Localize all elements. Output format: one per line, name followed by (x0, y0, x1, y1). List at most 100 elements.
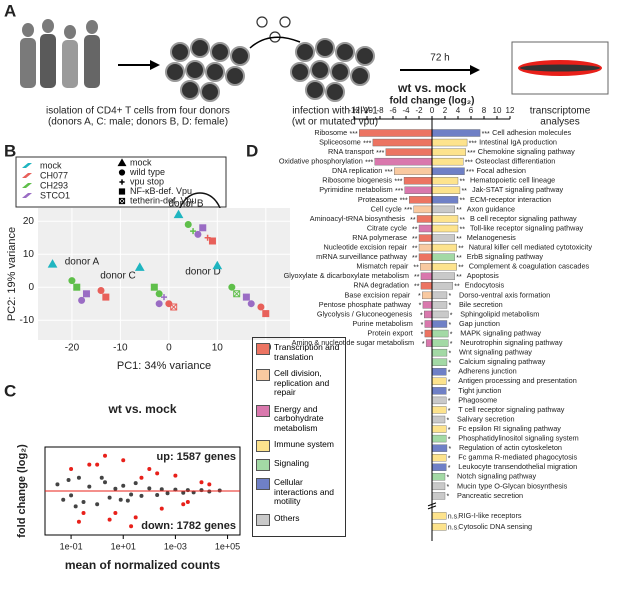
annotation: up: 1587 genes (157, 451, 236, 463)
bar (431, 148, 466, 156)
x-tick-label: -8 (376, 106, 384, 115)
category-label: Dorso-ventral axis formation (459, 290, 550, 299)
legend-marker (118, 197, 126, 205)
significance: * (447, 484, 450, 491)
panel-label: C (4, 381, 16, 400)
significance: * (448, 303, 451, 310)
legend-item: Transcription and translation (256, 342, 342, 362)
category-label: Mismatch repair (356, 262, 408, 271)
bar (431, 377, 447, 385)
point (159, 487, 164, 492)
point (139, 493, 144, 498)
legend-marker (118, 169, 126, 176)
category-label: Intestinal IgA production (479, 137, 557, 146)
category-label: Citrate cycle (367, 223, 407, 232)
category-label: RNA degradation (353, 281, 409, 290)
legend-swatch (22, 183, 32, 188)
bar (394, 167, 433, 175)
x-axis-label: mean of normalized counts (65, 558, 221, 572)
category-label: Oxidative phosphorylation (279, 157, 363, 166)
significance: * (448, 350, 451, 357)
y-tick-label: -10 (20, 315, 35, 326)
legend-item: Others (256, 513, 342, 526)
bar (431, 167, 465, 175)
bar (431, 301, 448, 309)
donor-label: donor D (185, 267, 221, 278)
significance: *** (395, 188, 403, 195)
category-label: T cell receptor signaling pathway (458, 405, 564, 414)
bar (431, 329, 449, 338)
point (199, 480, 204, 485)
significance: * (420, 312, 423, 319)
point (66, 478, 71, 482)
panel-b-legend-box (15, 156, 227, 208)
point (87, 462, 92, 467)
x-tick-label: 4 (456, 106, 461, 115)
significance: ** (412, 245, 418, 252)
bar (418, 234, 433, 242)
category-label: RNA transport (328, 147, 374, 156)
bar (424, 329, 433, 338)
x-tick-label: -2 (415, 106, 423, 115)
significance: * (448, 293, 451, 300)
category-label: Jak-STAT signaling pathway (472, 185, 564, 194)
bar (431, 253, 455, 261)
donor-label: donor B (168, 199, 203, 210)
bar (431, 272, 455, 280)
point (155, 300, 163, 308)
category-label: Proteasome (358, 195, 397, 204)
bar (431, 523, 447, 531)
category-label: Gap junction (459, 319, 500, 328)
point (262, 310, 270, 318)
significance: * (448, 398, 451, 405)
donor-label: donor C (100, 271, 136, 282)
legend-item: Energy and carbohydrate metabolism (256, 404, 342, 434)
bar (431, 444, 448, 452)
legend-label: mock (40, 160, 62, 170)
x-tick-label: 1e-03 (164, 541, 187, 551)
legend-swatch (256, 459, 270, 471)
category-label: ErbB signaling pathway (467, 252, 544, 261)
point (233, 290, 241, 298)
significance: * (448, 446, 451, 453)
point (247, 300, 255, 308)
point (125, 498, 130, 503)
category-label: Fc gamma R-mediated phagocytosis (458, 453, 577, 462)
bar (431, 234, 455, 242)
legend-item: Cellular interactions and motility (256, 477, 342, 507)
point (170, 303, 178, 311)
significance: * (448, 465, 451, 472)
significance: ** (412, 236, 418, 243)
point (129, 492, 134, 497)
category-label: Glyoxylate & dicarboxylate metabolism (284, 271, 409, 280)
x-tick-label: -10 (361, 106, 373, 115)
point (133, 481, 138, 486)
point (129, 524, 134, 529)
x-tick-label: 1e-01 (60, 541, 83, 551)
point (147, 486, 152, 491)
significance: * (421, 322, 424, 329)
significance: *** (385, 169, 393, 176)
bar (372, 138, 433, 147)
y-axis-label: PC2: 19% variance (6, 227, 18, 321)
point (113, 511, 118, 515)
category-label: Sphingolipid metabolism (460, 309, 539, 318)
category-label: Complement & coagulation cascades (469, 262, 590, 271)
category-label: Nucleotide excision repair (323, 243, 407, 252)
point (73, 504, 78, 509)
category-label: RNA polymerase (352, 233, 407, 242)
significance: ** (412, 255, 418, 262)
significance: * (448, 370, 451, 377)
category-label: Phagosome (458, 395, 497, 404)
point (118, 497, 123, 502)
category-label: Purine metabolism (352, 319, 412, 328)
significance: *** (350, 131, 358, 138)
step-text: (wt or mutated vpu) (292, 117, 378, 128)
category-label: RIG-I-like receptors (458, 511, 522, 520)
legend-item: Signaling (256, 458, 342, 471)
significance: ** (460, 198, 466, 205)
significance: ** (414, 284, 420, 291)
significance: * (448, 408, 451, 415)
bar (431, 282, 453, 290)
legend-label: CH077 (40, 170, 68, 180)
